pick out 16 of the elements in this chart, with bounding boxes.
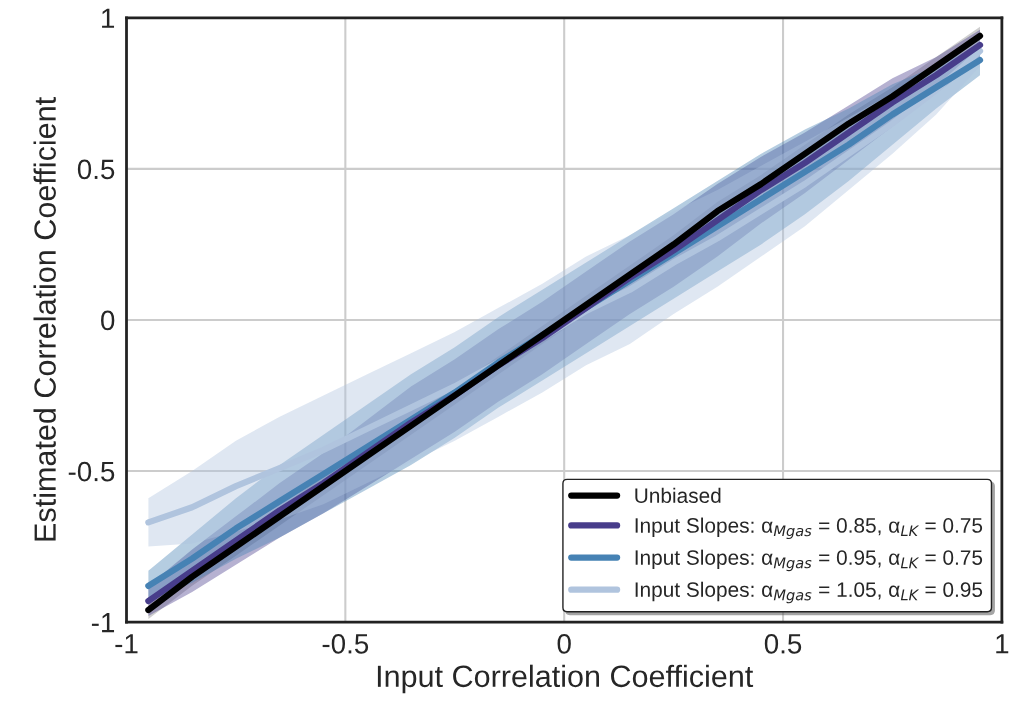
x-axis-title: Input Correlation Coefficient	[377, 664, 754, 694]
x-tick-label: 0	[557, 633, 571, 654]
y-tick-label: -0.5	[68, 461, 115, 482]
y-tick-label: -1	[91, 613, 115, 633]
legend-label: Unbiased	[635, 487, 721, 504]
x-tick-label: 0.5	[764, 633, 802, 654]
y-tick-label: 1	[102, 8, 115, 28]
y-tick-label: 0.5	[77, 159, 115, 180]
legend-label: Input Slopes: α$_{Mgas}$ = 1.05, α$_{LK}$ = 0.95	[635, 581, 983, 604]
y-axis-title: Estimated Correlation Coefficient	[33, 97, 56, 541]
x-tick-label: 1	[996, 634, 1009, 654]
legend-label: Input Slopes: α$_{Mgas}$ = 0.85, α$_{LK}$ = 0.75	[635, 517, 983, 540]
x-tick-label: -1	[115, 634, 138, 654]
y-tick-label: 0	[101, 310, 115, 331]
legend-label: Input Slopes: α$_{Mgas}$ = 0.95, α$_{LK}$ = 0.75	[635, 549, 983, 572]
x-tick-label: -0.5	[322, 633, 369, 654]
